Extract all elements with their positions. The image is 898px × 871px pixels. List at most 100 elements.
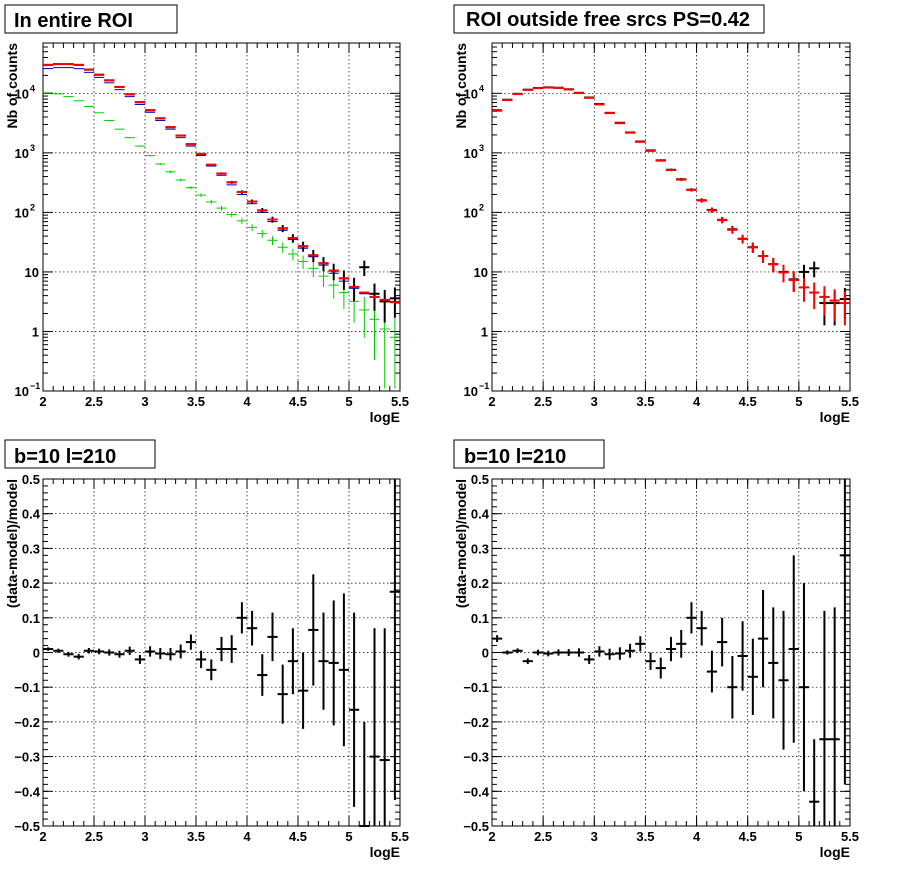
y-tick-label: −0.2 xyxy=(14,715,40,730)
y-tick-label: −0.5 xyxy=(14,819,40,834)
y-tick-exponent: 2 xyxy=(479,202,484,212)
x-tick-label: 4.5 xyxy=(289,829,307,844)
panel-title-box xyxy=(4,4,178,34)
y-tick-label: 10 xyxy=(464,146,478,161)
plot-frame xyxy=(42,42,401,392)
x-tick-label: 4.5 xyxy=(289,394,307,409)
x-tick-label: 4.5 xyxy=(739,394,757,409)
y-tick-label: −0.4 xyxy=(463,784,489,799)
x-axis-label: logE xyxy=(820,409,850,425)
y-tick-label: −0.1 xyxy=(463,680,489,695)
x-tick-label: 3 xyxy=(141,829,148,844)
y-tick-label: 10 xyxy=(464,205,478,220)
x-tick-label: 2 xyxy=(488,829,495,844)
panel-title: b=10 l=210 xyxy=(464,446,566,468)
x-tick-label: 4 xyxy=(243,829,251,844)
y-tick-label: 1 xyxy=(32,324,39,339)
series-1 xyxy=(43,479,400,827)
y-tick-label: 1 xyxy=(481,324,488,339)
y-tick-exponent: 4 xyxy=(30,83,35,93)
x-tick-label: 2.5 xyxy=(85,829,103,844)
panel-title-box xyxy=(453,4,765,34)
y-tick-label: −0.2 xyxy=(463,715,489,730)
y-tick-label: 0 xyxy=(482,646,489,661)
y-tick-label: −0.3 xyxy=(463,750,489,765)
series-2 xyxy=(492,86,850,326)
x-tick-label: 5 xyxy=(345,829,352,844)
y-tick-label: 0.5 xyxy=(22,472,40,487)
x-tick-label: 2.5 xyxy=(85,394,103,409)
y-tick-label: 0.3 xyxy=(22,541,40,556)
x-tick-label: 2.5 xyxy=(534,829,552,844)
y-tick-label: 0.1 xyxy=(22,611,40,626)
y-tick-exponent: 2 xyxy=(30,202,35,212)
y-axis-label: Nb of counts xyxy=(4,43,20,129)
x-tick-label: 2 xyxy=(39,829,46,844)
y-axis-label: (data-model)/model xyxy=(453,479,469,608)
panel-title: ROI outside free srcs PS=0.42 xyxy=(466,9,750,31)
x-axis-label: logE xyxy=(820,844,850,860)
y-tick-label: 0.2 xyxy=(471,576,489,591)
x-tick-label: 5 xyxy=(795,394,802,409)
x-tick-label: 5.5 xyxy=(391,829,409,844)
x-tick-label: 4 xyxy=(243,394,251,409)
y-tick-label: 0 xyxy=(33,646,40,661)
y-tick-exponent: 3 xyxy=(479,143,484,153)
x-tick-label: 4 xyxy=(693,394,701,409)
y-tick-label: 10 xyxy=(464,384,478,399)
series-3 xyxy=(43,63,400,323)
panel-title: In entire ROI xyxy=(14,10,133,32)
x-tick-label: 5.5 xyxy=(391,394,409,409)
y-tick-label: 0.3 xyxy=(471,541,489,556)
y-tick-label: −0.4 xyxy=(14,784,40,799)
x-tick-label: 3.5 xyxy=(636,829,654,844)
y-tick-label: 10 xyxy=(25,265,39,280)
panel-title-box xyxy=(4,439,156,469)
y-axis-label: Nb of counts xyxy=(453,43,469,129)
y-tick-label: 10 xyxy=(464,86,478,101)
x-tick-label: 3 xyxy=(591,829,598,844)
y-tick-label: 10 xyxy=(474,265,488,280)
x-tick-label: 2.5 xyxy=(534,394,552,409)
series-1 xyxy=(492,479,850,826)
series-1 xyxy=(43,92,400,389)
y-tick-label: 0.4 xyxy=(471,507,490,522)
x-tick-label: 4.5 xyxy=(739,829,757,844)
y-tick-label: 10 xyxy=(15,86,29,101)
y-axis-label: (data-model)/model xyxy=(4,479,20,608)
y-tick-label: 10 xyxy=(15,146,29,161)
y-tick-exponent: 4 xyxy=(479,83,484,93)
y-tick-exponent: −1 xyxy=(479,381,489,391)
x-tick-label: 5 xyxy=(345,394,352,409)
x-tick-label: 2 xyxy=(39,394,46,409)
y-tick-label: −0.3 xyxy=(14,750,40,765)
y-tick-label: 0.1 xyxy=(471,611,489,626)
series-2 xyxy=(43,67,400,302)
x-tick-label: 3.5 xyxy=(636,394,654,409)
x-axis-label: logE xyxy=(370,409,400,425)
x-tick-label: 5.5 xyxy=(841,394,859,409)
x-tick-label: 3 xyxy=(141,394,148,409)
x-tick-label: 2 xyxy=(488,394,495,409)
x-tick-label: 3.5 xyxy=(187,829,205,844)
x-tick-label: 3.5 xyxy=(187,394,205,409)
panel-title-box xyxy=(453,439,605,469)
plot-frame xyxy=(491,42,851,392)
y-tick-label: 0.5 xyxy=(471,472,489,487)
y-tick-exponent: 3 xyxy=(30,143,35,153)
x-axis-label: logE xyxy=(370,844,400,860)
x-tick-label: 4 xyxy=(693,829,701,844)
series-1 xyxy=(492,86,850,326)
series-4 xyxy=(43,63,400,304)
y-tick-label: 10 xyxy=(15,205,29,220)
y-tick-label: 10 xyxy=(15,384,29,399)
y-tick-label: −0.5 xyxy=(463,819,489,834)
y-tick-exponent: −1 xyxy=(30,381,40,391)
y-tick-label: 0.4 xyxy=(22,507,41,522)
x-tick-label: 3 xyxy=(591,394,598,409)
y-tick-label: 0.2 xyxy=(22,576,40,591)
